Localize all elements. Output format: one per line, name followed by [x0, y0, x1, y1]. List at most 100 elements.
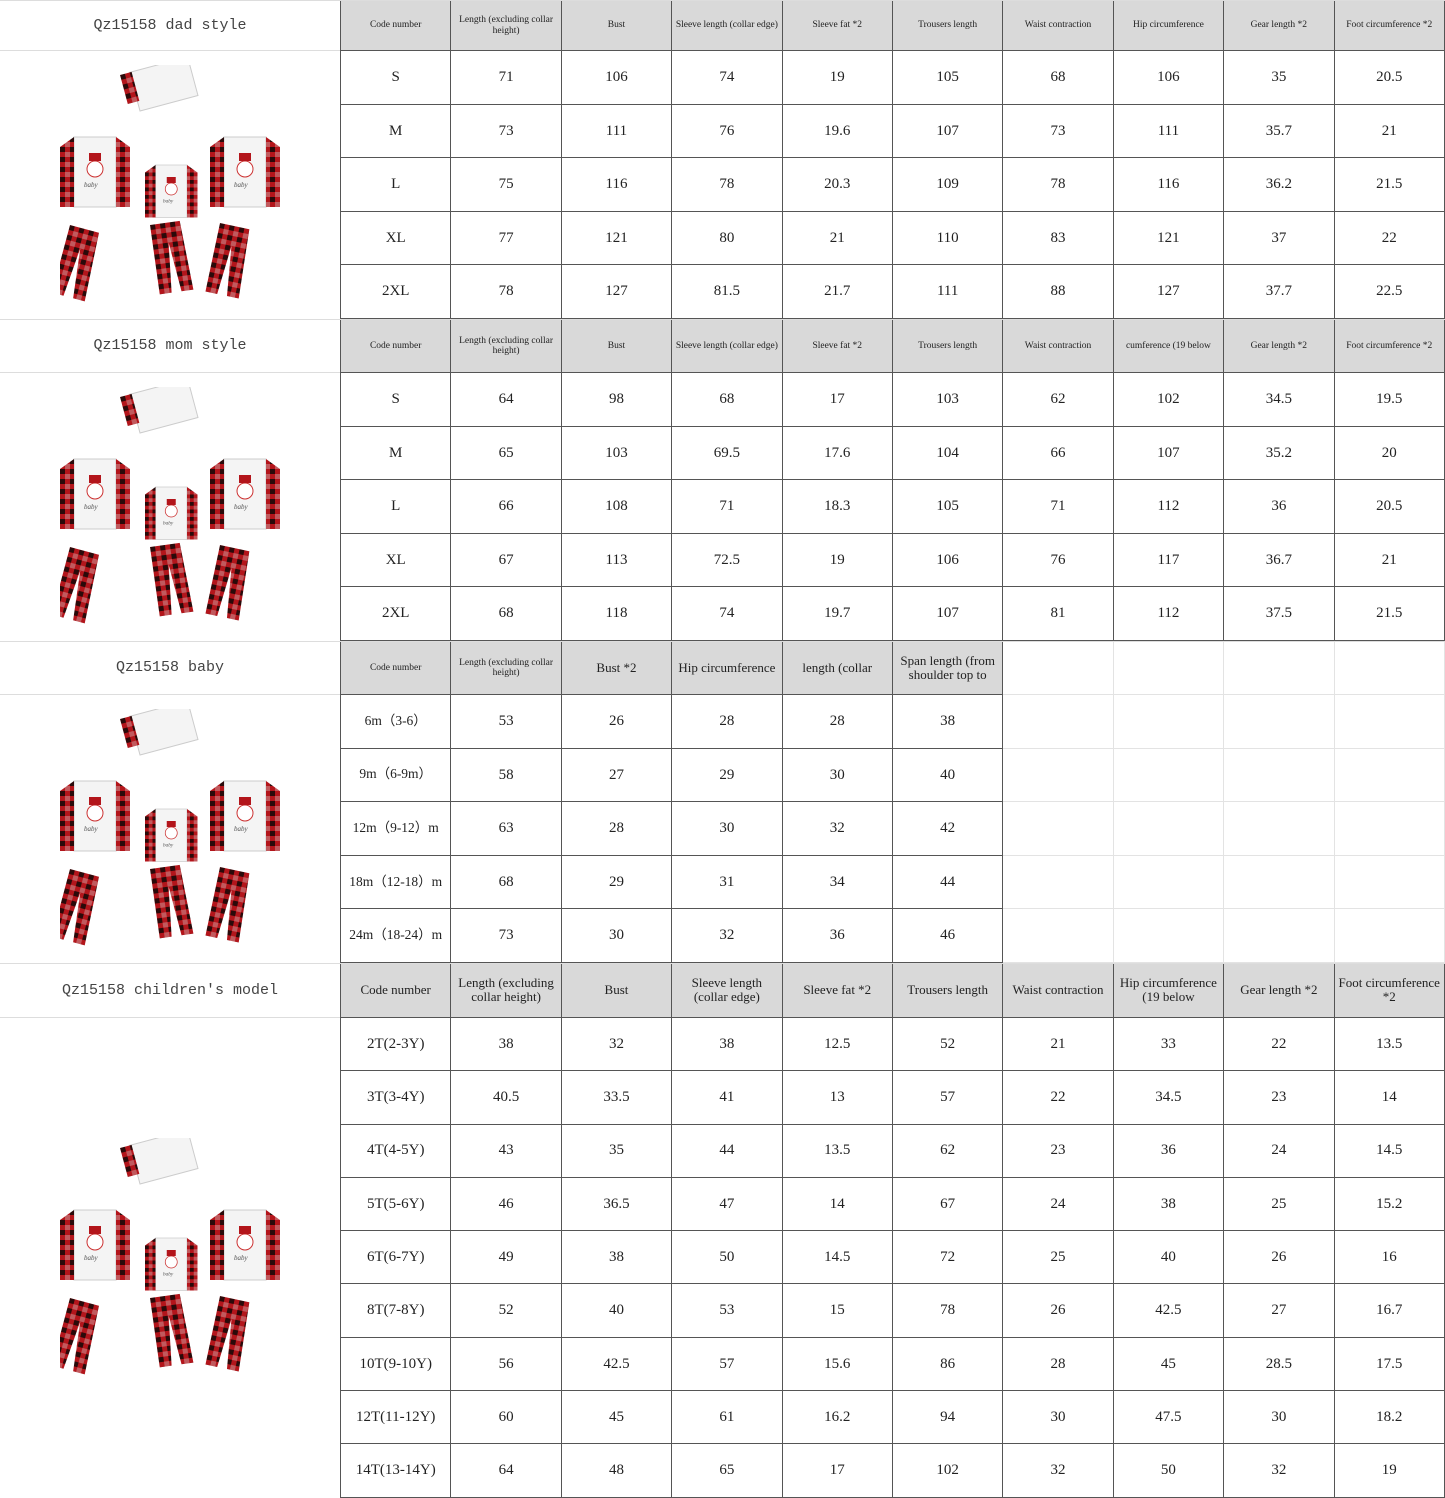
measurement-cell: 21: [782, 211, 893, 266]
size-table: Code number Length (excluding collar heig…: [341, 641, 1445, 963]
size-code-cell: 12T(11-12Y): [341, 1390, 452, 1445]
size-code-cell: XL: [341, 211, 452, 266]
svg-text:baby: baby: [234, 825, 249, 833]
measurement-cell: 19: [782, 533, 893, 588]
measurement-cell: 28: [1003, 1337, 1114, 1391]
svg-text:baby: baby: [234, 503, 249, 511]
measurement-cell: 109: [892, 158, 1004, 212]
measurement-cell: 20: [1334, 426, 1445, 481]
measurement-cell: 77: [451, 211, 562, 266]
measurement-cell: 27: [1224, 1284, 1335, 1338]
measurement-cell: 49: [451, 1231, 562, 1285]
measurement-cell: 108: [561, 480, 673, 534]
measurement-cell: 21.5: [1334, 158, 1445, 212]
measurement-cell: 78: [892, 1284, 1004, 1338]
measurement-cell: 42: [892, 802, 1004, 856]
empty-cell: [1334, 802, 1445, 856]
empty-cell: [1113, 802, 1225, 856]
measurement-cell: 28: [672, 694, 783, 749]
column-header: Trousers length: [892, 319, 1004, 373]
measurement-cell: 32: [782, 802, 893, 856]
column-header: Sleeve length (collar edge): [672, 1, 783, 51]
measurement-cell: 73: [451, 909, 562, 963]
size-code-cell: S: [341, 372, 452, 427]
measurement-cell: 86: [892, 1337, 1004, 1391]
measurement-cell: 105: [892, 51, 1004, 105]
measurement-cell: 47.5: [1113, 1390, 1225, 1445]
measurement-cell: 71: [1003, 480, 1114, 534]
measurement-cell: 22: [1334, 211, 1445, 266]
measurement-cell: 35: [561, 1124, 673, 1178]
measurement-cell: 68: [672, 372, 783, 427]
column-header: Code number: [341, 319, 452, 373]
size-code-cell: L: [341, 480, 452, 534]
column-header: Hip circumference: [1113, 1, 1225, 51]
size-code-cell: 4T(4-5Y): [341, 1124, 452, 1178]
measurement-cell: 37.5: [1224, 587, 1335, 641]
measurement-cell: 34.5: [1113, 1071, 1225, 1125]
product-image: baby baby baby: [0, 373, 340, 641]
measurement-cell: 63: [451, 802, 562, 856]
column-header: Code number: [341, 963, 452, 1018]
empty-cell: [1113, 748, 1225, 803]
size-section: Qz15158 baby baby baby baby Code number Lengt…: [0, 640, 1445, 963]
measurement-cell: 56: [451, 1337, 562, 1391]
pajama-set-image: baby baby baby: [60, 64, 280, 302]
column-header: Bust: [561, 319, 673, 373]
column-header: Bust: [561, 963, 673, 1018]
measurement-cell: 50: [672, 1231, 783, 1285]
column-header: Bust: [561, 1, 673, 51]
measurement-cell: 30: [672, 802, 783, 856]
pajama-set-image: baby baby baby: [60, 1137, 280, 1375]
column-header: Span length (from shoulder top to: [892, 641, 1004, 695]
measurement-cell: 102: [1113, 372, 1225, 427]
column-header: Waist contraction: [1003, 319, 1114, 373]
section-label-column: Qz15158 children's model baby baby baby: [0, 963, 341, 1498]
measurement-cell: 28: [782, 694, 893, 749]
svg-text:baby: baby: [163, 842, 174, 848]
measurement-cell: 78: [1003, 158, 1114, 212]
measurement-cell: 68: [1003, 51, 1114, 105]
measurement-cell: 17.6: [782, 426, 893, 481]
measurement-cell: 61: [672, 1390, 783, 1445]
pajama-set-image: baby baby baby: [60, 386, 280, 624]
measurement-cell: 38: [451, 1017, 562, 1072]
measurement-cell: 13.5: [782, 1124, 893, 1178]
empty-cell: [1224, 694, 1335, 749]
measurement-cell: 40.5: [451, 1071, 562, 1125]
measurement-cell: 66: [451, 480, 562, 534]
measurement-cell: 83: [1003, 211, 1114, 266]
empty-cell: [1003, 748, 1114, 803]
size-code-cell: 9m（6-9m）: [341, 748, 452, 803]
measurement-cell: 26: [1224, 1231, 1335, 1285]
measurement-cell: 19.6: [782, 104, 893, 159]
measurement-cell: 65: [451, 426, 562, 481]
measurement-cell: 73: [451, 104, 562, 159]
measurement-cell: 57: [672, 1337, 783, 1391]
measurement-cell: 27: [561, 748, 673, 803]
column-header: Gear length *2: [1224, 1, 1335, 51]
empty-cell: [1334, 855, 1445, 910]
measurement-cell: 20.5: [1334, 51, 1445, 105]
measurement-cell: 52: [892, 1017, 1004, 1072]
measurement-cell: 29: [561, 855, 673, 910]
measurement-cell: 106: [892, 533, 1004, 588]
column-header: Foot circumference *2: [1334, 319, 1445, 373]
empty-cell: [1334, 694, 1445, 749]
section-label-column: Qz15158 dad style baby baby baby: [0, 1, 341, 319]
measurement-cell: 46: [451, 1177, 562, 1232]
measurement-cell: 30: [782, 748, 893, 803]
measurement-cell: 17: [782, 1444, 893, 1498]
empty-cell: [1113, 641, 1225, 695]
measurement-cell: 57: [892, 1071, 1004, 1125]
measurement-cell: 98: [561, 372, 673, 427]
measurement-cell: 22.5: [1334, 265, 1445, 319]
section-title: Qz15158 baby: [0, 642, 340, 695]
measurement-cell: 104: [892, 426, 1004, 481]
measurement-cell: 19: [782, 51, 893, 105]
empty-cell: [1224, 748, 1335, 803]
measurement-cell: 74: [672, 587, 783, 641]
measurement-cell: 21.5: [1334, 587, 1445, 641]
measurement-cell: 116: [561, 158, 673, 212]
measurement-cell: 36.7: [1224, 533, 1335, 588]
